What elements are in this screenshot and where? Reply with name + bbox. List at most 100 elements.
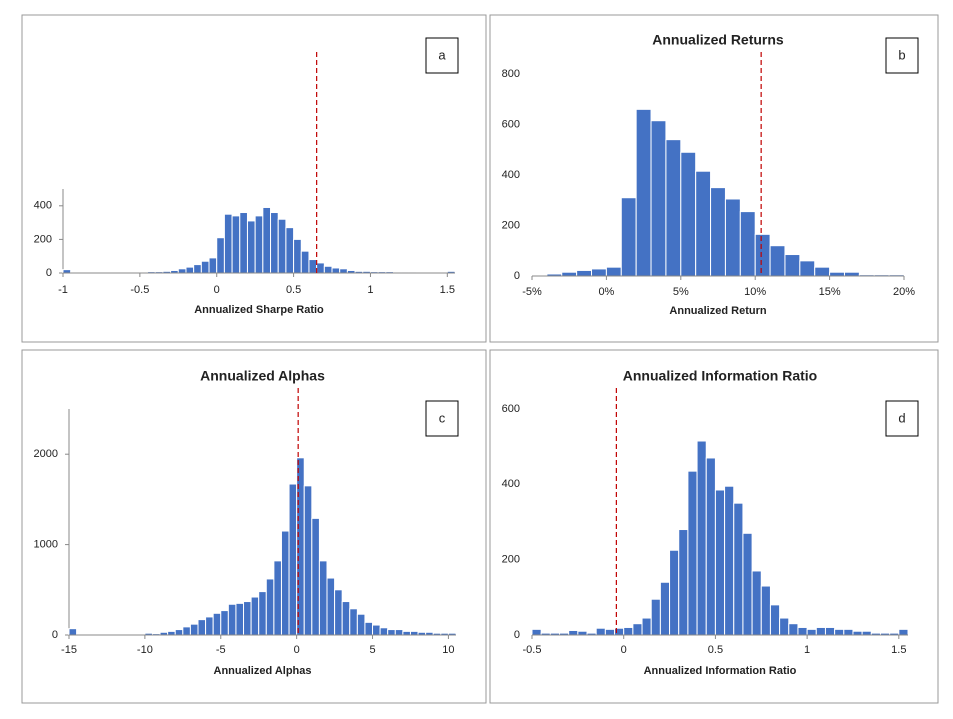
bar: [806, 628, 817, 636]
bar: [568, 629, 579, 636]
bar: [341, 601, 351, 636]
bar: [742, 532, 753, 636]
bar: [788, 623, 799, 636]
panel-label-box: [885, 37, 919, 74]
bar: [379, 627, 389, 636]
x-tick-label: 10%: [744, 286, 766, 298]
bar: [356, 613, 366, 636]
bar: [710, 187, 726, 277]
y-tick-label: 1000: [34, 539, 58, 551]
bar: [769, 245, 786, 277]
panel-label-box: [425, 37, 459, 74]
bar: [300, 250, 310, 274]
bar: [680, 151, 697, 277]
bar: [751, 570, 762, 636]
bar: [364, 621, 374, 636]
bar: [577, 630, 588, 636]
bar: [815, 626, 826, 636]
bar: [576, 269, 593, 277]
y-tick-label: 200: [34, 233, 52, 245]
bar: [223, 213, 233, 274]
bar: [323, 265, 333, 274]
bar: [265, 578, 275, 636]
y-tick-label: 200: [502, 219, 520, 231]
bar: [177, 268, 187, 274]
bar: [273, 560, 282, 636]
x-tick-label: 1: [367, 284, 373, 296]
panel-frame: [21, 349, 487, 704]
bar: [316, 262, 325, 274]
x-tick-label: 5: [369, 644, 375, 656]
x-tick-label: -10: [137, 644, 153, 656]
chart-title: Annualized Information Ratio: [623, 368, 817, 384]
bar: [167, 630, 176, 636]
x-tick-label: -0.5: [523, 644, 542, 656]
panel-frame: [489, 14, 939, 343]
bar: [760, 585, 771, 636]
bar: [372, 624, 381, 636]
y-tick-label: 400: [34, 200, 52, 212]
y-tick-label: 200: [502, 554, 520, 566]
bar: [185, 266, 195, 274]
y-tick-label: 800: [502, 68, 520, 80]
y-tick-label: 400: [502, 169, 520, 181]
panel-label: b: [898, 47, 905, 62]
x-axis-title: Annualized Sharpe Ratio: [194, 304, 324, 316]
bar: [861, 630, 872, 636]
bar: [620, 197, 637, 277]
x-tick-label: 0%: [598, 286, 614, 298]
bar: [829, 271, 845, 277]
bar: [258, 591, 267, 636]
bar: [814, 266, 831, 277]
y-tick-label: 2000: [34, 448, 58, 460]
bar: [632, 623, 643, 636]
bar: [394, 629, 404, 636]
bar: [843, 628, 854, 636]
bar: [733, 502, 744, 636]
bar: [714, 489, 726, 636]
chart-title: Annualized Alphas: [200, 368, 325, 384]
bar: [277, 218, 287, 274]
x-tick-label: 1.5: [440, 284, 455, 296]
bar: [288, 483, 298, 636]
bar: [843, 271, 860, 277]
y-tick-label: 400: [502, 478, 520, 490]
bar: [561, 271, 578, 277]
bar: [650, 598, 661, 636]
bar: [531, 628, 542, 636]
x-tick-label: 0.5: [708, 644, 723, 656]
bar: [200, 260, 210, 274]
bar: [250, 596, 260, 636]
bar: [318, 560, 328, 636]
bar: [739, 211, 756, 277]
bar: [246, 220, 256, 274]
bar: [303, 485, 313, 636]
bar: [595, 627, 606, 636]
bar: [280, 530, 290, 636]
bar: [212, 612, 222, 636]
bar: [193, 264, 202, 274]
x-tick-label: -15: [61, 644, 77, 656]
bar: [270, 212, 279, 274]
x-tick-label: 10: [442, 644, 454, 656]
bar: [784, 254, 801, 277]
bar: [659, 581, 671, 636]
x-tick-label: -1: [58, 284, 68, 296]
bar: [852, 630, 863, 636]
x-tick-label: 0: [621, 644, 627, 656]
bar: [231, 215, 241, 274]
x-axis-title: Annualized Return: [669, 305, 766, 317]
bar: [665, 139, 682, 277]
panel-label: d: [898, 410, 905, 425]
bar: [724, 485, 735, 636]
y-tick-label: 0: [514, 270, 520, 282]
bar: [705, 457, 716, 636]
bar: [779, 617, 790, 636]
bar: [623, 626, 634, 636]
x-tick-label: 1.5: [891, 644, 906, 656]
bar: [687, 470, 698, 636]
bar: [208, 257, 218, 274]
bar: [834, 628, 845, 636]
bar: [591, 268, 607, 277]
bar: [334, 589, 343, 636]
